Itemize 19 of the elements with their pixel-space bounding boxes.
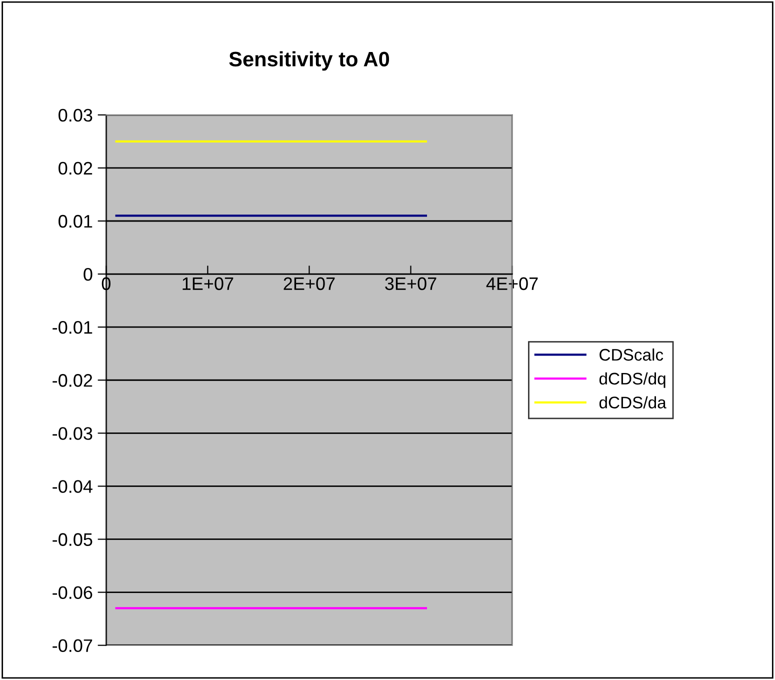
legend-label: dCDS/dq <box>599 372 666 388</box>
y-tick-label: -0.06 <box>52 586 92 599</box>
y-tick-label: -0.02 <box>52 374 92 387</box>
y-tick-label: -0.07 <box>52 639 92 652</box>
x-tick-label: 1E+07 <box>182 277 234 290</box>
y-tick-label: -0.04 <box>52 480 92 493</box>
legend-label: CDScalc <box>600 348 664 361</box>
y-tick-label: -0.01 <box>52 321 92 334</box>
x-tick-label: 3E+07 <box>385 277 436 290</box>
y-tick-label: -0.03 <box>52 427 92 440</box>
y-tick-label: 0.02 <box>58 162 92 175</box>
x-tick-label: 2E+07 <box>284 277 335 290</box>
x-tick-label: 4E+07 <box>486 277 538 290</box>
y-tick-label: -0.05 <box>52 533 92 546</box>
legend-label: dCDS/da <box>599 396 666 408</box>
y-tick-label: 0.01 <box>58 214 92 228</box>
chart-title: Sensitivity to A0 <box>229 51 390 71</box>
y-tick-label: 0.03 <box>58 108 92 122</box>
y-tick-label: 0 <box>84 268 92 281</box>
